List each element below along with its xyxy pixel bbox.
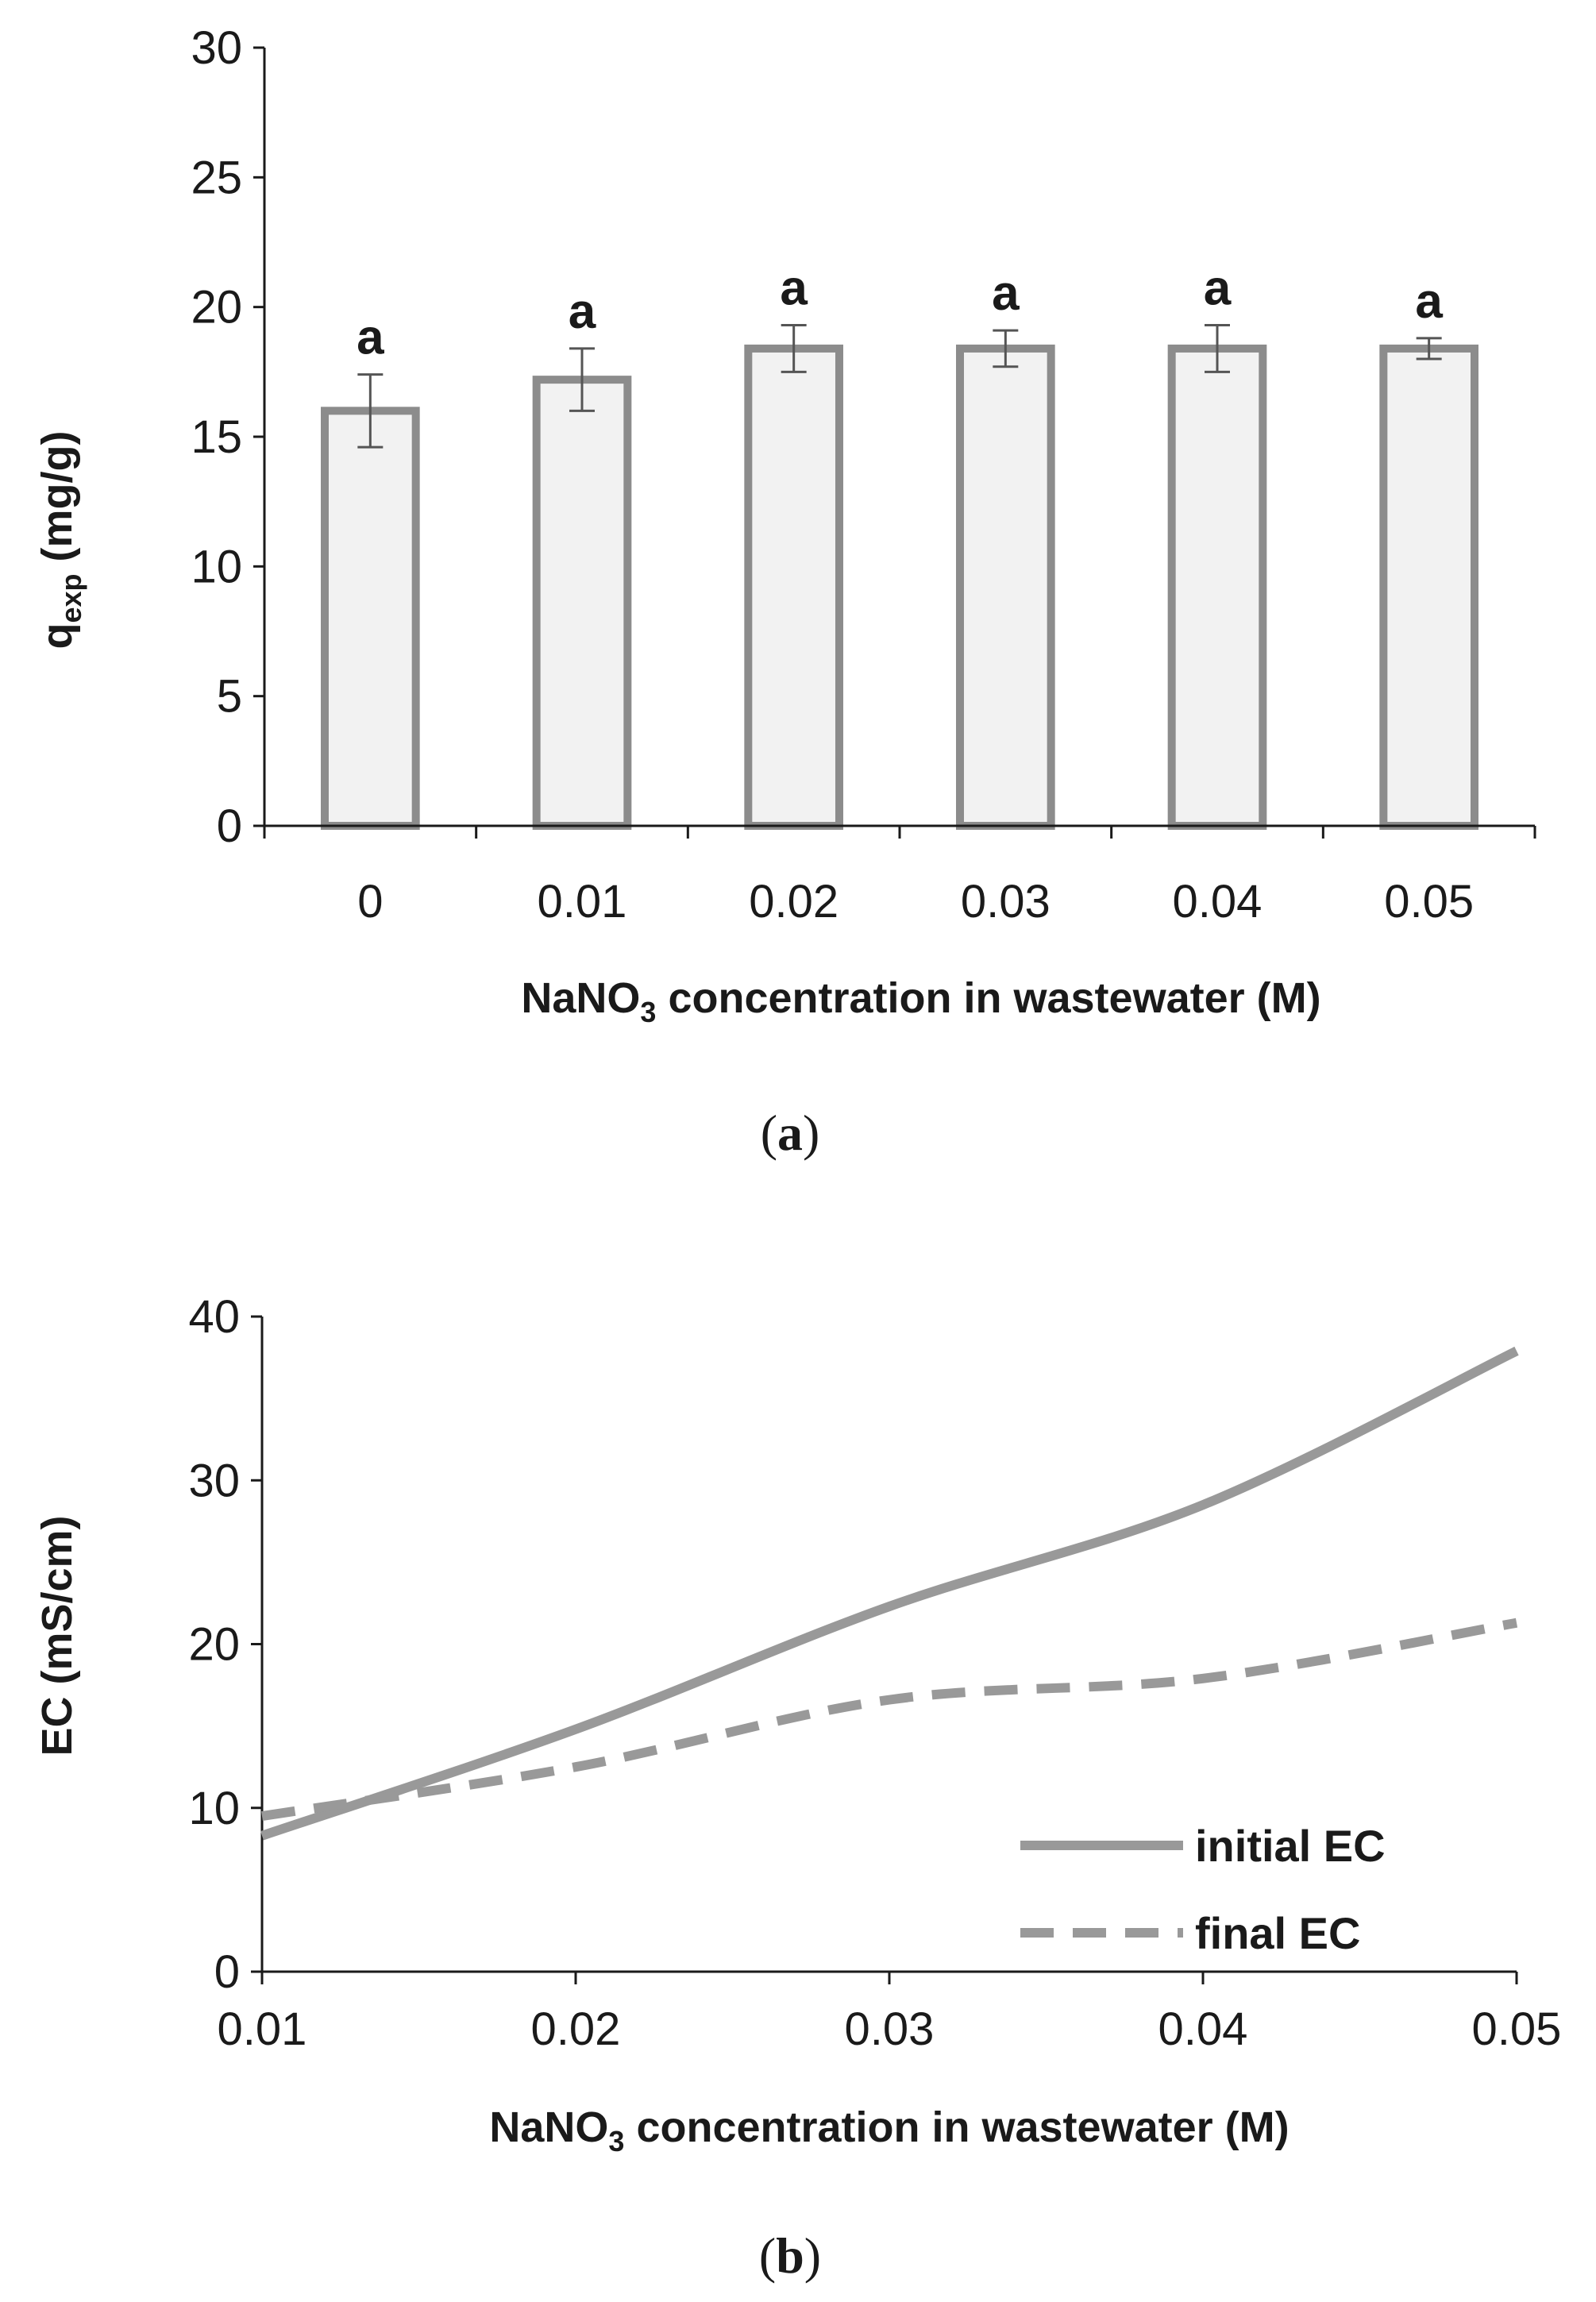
x-tick-label: 0.04 <box>1158 2003 1248 2055</box>
y-title-subscript: exp <box>55 573 87 623</box>
line-chart-series <box>260 1346 1519 1841</box>
x-tick-label: 0.05 <box>1384 876 1474 927</box>
bar <box>321 407 420 830</box>
x-tick-label: 0.02 <box>531 2003 621 2055</box>
bar-chart-x-axis: 0 0.01 0.02 0.03 0.04 0.05 <box>263 824 1536 927</box>
bar-chart-panel: 0 5 10 15 20 25 30 a a a a a a 0 0.01 0.02 0.03 0.04 0.0… <box>33 22 1536 1161</box>
bar-chart-error-bars <box>357 324 1442 449</box>
bar-chart-y-axis: 0 5 10 15 20 25 30 <box>191 22 266 852</box>
x-tick-label: 0.03 <box>845 2003 935 2055</box>
y-tick-label: 0 <box>214 1946 240 1998</box>
y-tick-label: 30 <box>191 22 242 74</box>
y-tick-label: 15 <box>191 411 242 463</box>
y-tick-label: 0 <box>217 800 242 852</box>
y-tick-label: 40 <box>188 1291 240 1343</box>
y-tick-label: 10 <box>188 1783 240 1834</box>
x-title-subscript: 3 <box>640 996 656 1028</box>
x-tick-label: 0.05 <box>1472 2003 1562 2055</box>
line-chart-x-axis: 0.01 0.02 0.03 0.04 0.05 <box>218 1970 1562 2055</box>
significance-letter: a <box>569 284 596 339</box>
panel-label-a: (a) <box>761 1105 820 1161</box>
x-title-post: concentration in wastewater (M) <box>656 974 1320 1022</box>
y-tick-label: 25 <box>191 152 242 203</box>
line-chart-x-axis-title: NaNO3 concentration in wastewater (M) <box>489 2103 1289 2157</box>
y-title-rest: (mg/g) <box>33 430 81 573</box>
x-tick-label: 0 <box>357 876 383 927</box>
x-title-pre: NaNO <box>521 974 640 1022</box>
y-tick-label: 20 <box>191 282 242 334</box>
significance-letter: a <box>780 261 808 316</box>
bar <box>1167 344 1267 830</box>
panel-label-b: (b) <box>759 2227 821 2284</box>
legend: initial EC final EC <box>1020 1821 1386 1958</box>
y-tick-label: 30 <box>188 1455 240 1506</box>
y-tick-label: 5 <box>217 671 242 723</box>
x-tick-label: 0.04 <box>1173 876 1263 927</box>
line-chart-panel: 0 10 20 30 40 0.01 0.02 0.03 0.04 0.05 initial E… <box>33 1291 1561 2284</box>
significance-letter: a <box>992 266 1020 321</box>
x-tick-label: 0.01 <box>218 2003 307 2055</box>
x-tick-label: 0.01 <box>538 876 627 927</box>
x-title-subscript: 3 <box>608 2125 624 2157</box>
bar-chart-x-axis-title: NaNO3 concentration in wastewater (M) <box>521 974 1320 1028</box>
line-chart-y-axis-title: EC (mS/cm) <box>33 1515 81 1756</box>
x-title-post: concentration in wastewater (M) <box>624 2103 1289 2151</box>
y-tick-label: 20 <box>188 1619 240 1671</box>
bar <box>1379 344 1479 830</box>
significance-letter: a <box>1204 261 1232 316</box>
panel-label-a-letter: a <box>777 1105 803 1161</box>
significance-letter: a <box>1415 274 1443 329</box>
bar <box>956 344 1055 830</box>
bar-chart-bars <box>321 344 1479 830</box>
y-tick-label: 10 <box>191 541 242 592</box>
bar <box>744 344 843 830</box>
series-line-final-ec <box>261 1618 1518 1821</box>
series-line-initial-ec <box>260 1346 1519 1841</box>
line-chart-y-axis: 0 10 20 30 40 <box>188 1291 264 1998</box>
panel-label-b-letter: b <box>776 2227 804 2284</box>
significance-letter: a <box>357 310 384 365</box>
bar <box>532 376 632 830</box>
x-title-pre: NaNO <box>489 2103 608 2151</box>
bar-chart-y-axis-title: qexp (mg/g) <box>33 430 87 649</box>
x-tick-label: 0.03 <box>961 876 1051 927</box>
y-title-main: q <box>33 623 81 650</box>
legend-label-initial-ec: initial EC <box>1195 1821 1386 1871</box>
legend-label-final-ec: final EC <box>1195 1908 1360 1958</box>
x-tick-label: 0.02 <box>749 876 838 927</box>
